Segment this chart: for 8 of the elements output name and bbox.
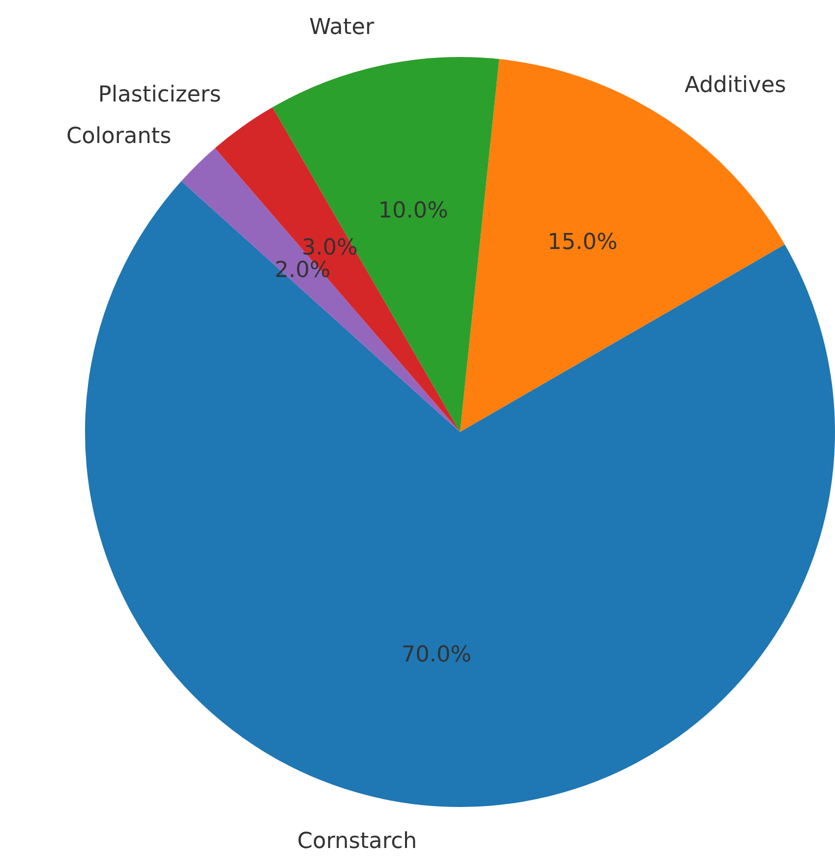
data-label: 70.0% <box>402 642 472 668</box>
slice-label: Additives <box>684 72 786 98</box>
data-label: 15.0% <box>548 230 618 256</box>
slice-label: Colorants <box>66 124 172 149</box>
slice-label: Cornstarch <box>297 828 417 854</box>
slice-label: Plasticizers <box>98 82 222 108</box>
slice-label: Water <box>309 15 376 40</box>
data-label: 10.0% <box>378 198 448 224</box>
